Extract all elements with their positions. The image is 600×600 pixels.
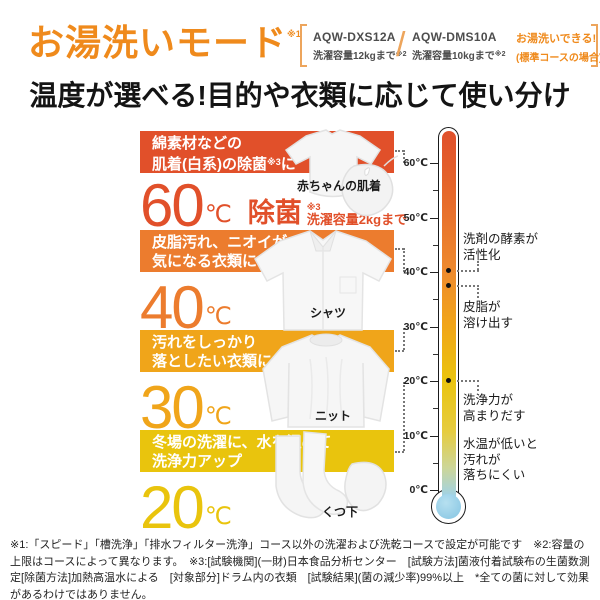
model-1-capacity: 洗濯容量12kgまで※2: [313, 51, 407, 62]
connector-20: [395, 451, 404, 453]
tick-mark-20: [430, 381, 438, 382]
annotation-coldwater: 水温が低いと 汚れが 落ちにくい: [463, 437, 539, 482]
sanitize-label: 除菌: [247, 198, 302, 228]
footnotes: ※1:「スピード」「槽洗浄」「排水フィルター洗浄」コース以外の洗濯および洗乾コー…: [10, 539, 590, 600]
thermometer-fill: [442, 131, 456, 497]
lead-enzyme-h: [453, 270, 479, 272]
knit-image: [262, 333, 390, 428]
model-2-capacity: 洗濯容量10kgまで※2: [412, 51, 506, 62]
tick-mark-55: [433, 190, 438, 191]
tick-mark-40: [430, 272, 438, 273]
connector-30-v: [403, 328, 405, 350]
tick-mark-30: [430, 327, 438, 328]
left-bracket: [300, 24, 307, 67]
tick-40: 40℃: [403, 266, 428, 278]
tick-50: 50℃: [403, 212, 428, 224]
model-2: AQW-DMS10A 洗濯容量10kgまで※2: [412, 30, 506, 62]
temp-20: 20 ℃: [140, 474, 232, 541]
slash-separator: /: [396, 26, 406, 64]
tick-30: 30℃: [403, 321, 428, 333]
shirt-image: [254, 230, 392, 331]
connector-40: [395, 248, 404, 250]
lead-power-v: [477, 380, 479, 391]
lead-power-h: [453, 380, 479, 382]
model-1: AQW-DXS12A 洗濯容量12kgまで※2: [313, 30, 407, 62]
shirt-label: シャツ: [310, 306, 347, 320]
knit-label: ニット: [315, 409, 352, 423]
temp-40: 40 ℃: [140, 274, 232, 341]
connector-30: [395, 350, 404, 352]
tick-0: 0℃: [409, 484, 428, 496]
lead-enzyme-v: [477, 261, 479, 270]
tick-mark-10: [430, 436, 438, 437]
marker-dot-37: [446, 283, 451, 288]
tick-60: 60℃: [403, 157, 428, 169]
tick-mark-15: [433, 408, 438, 409]
baby-clothes-image: [284, 129, 398, 217]
tick-mark-35: [433, 299, 438, 300]
marker-dot-40: [446, 268, 451, 273]
model-1-name: AQW-DXS12A: [313, 30, 396, 44]
temp-30: 30 ℃: [140, 374, 232, 441]
temp-60: 60 ℃ 除菌 ※3 洗濯容量2kgまで: [140, 172, 408, 239]
socks-image: [275, 431, 387, 519]
connector-60-v: [403, 150, 405, 163]
annotation-power: 洗浄力が 高まりだす: [463, 393, 526, 423]
tick-mark-0: [430, 490, 438, 491]
temp-20-value: 20: [140, 474, 205, 541]
annotation-enzyme: 洗剤の酵素が 活性化: [463, 232, 539, 262]
page-title: お湯洗いモード※1: [28, 22, 301, 63]
socks-label: くつ下: [322, 505, 359, 519]
lead-sebum-h: [453, 285, 479, 287]
lead-sebum-v: [477, 285, 479, 298]
temp-30-value: 30: [140, 374, 205, 441]
marker-dot-20: [446, 378, 451, 383]
right-bracket: [591, 24, 598, 67]
tick-mark-60: [430, 163, 438, 164]
tick-20: 20℃: [403, 375, 428, 387]
connector-40-v: [403, 248, 405, 272]
model-spec-box: AQW-DXS12A 洗濯容量12kgまで※2 / AQW-DMS10A 洗濯容…: [300, 24, 600, 67]
tick-10: 10℃: [403, 430, 428, 442]
baby-clothes-label: 赤ちゃんの肌着: [297, 179, 382, 193]
model-2-name: AQW-DMS10A: [412, 30, 497, 44]
sanitize-capacity: ※3 洗濯容量2kgまで: [306, 202, 408, 227]
tick-mark-25: [433, 354, 438, 355]
annotation-sebum: 皮脂が 溶け出す: [463, 300, 514, 330]
headline: 温度が選べる!目的や衣類に応じて使い分け: [29, 80, 571, 111]
connector-60: [395, 150, 404, 152]
thermometer-bulb-fill: [436, 494, 461, 519]
tick-mark-45: [433, 245, 438, 246]
availability-note: お湯洗いできる! (標準コースの場合): [516, 33, 600, 64]
tick-mark-50: [430, 218, 438, 219]
tick-mark-5: [433, 463, 438, 464]
connector-20-v: [403, 382, 405, 451]
title-footnote-marker: ※1: [287, 29, 301, 39]
temp-60-value: 60: [140, 172, 205, 239]
temp-40-value: 40: [140, 274, 205, 341]
